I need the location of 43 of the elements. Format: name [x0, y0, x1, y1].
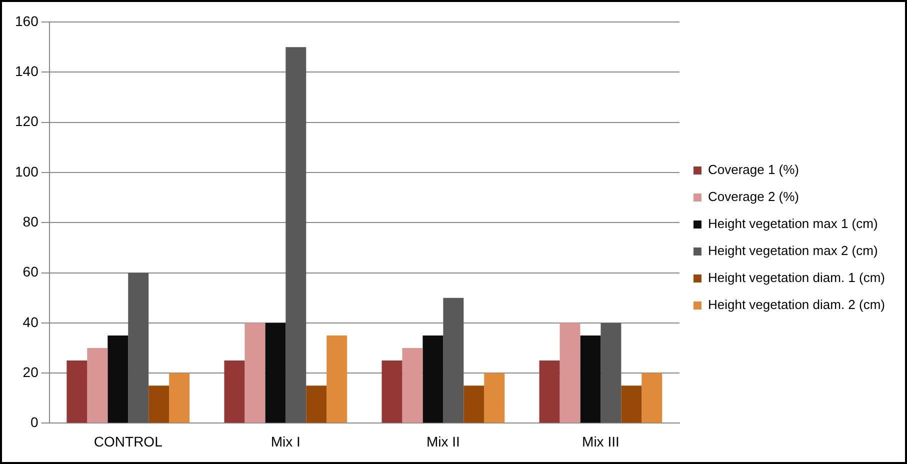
y-tick-label: 80	[22, 213, 39, 230]
bar	[464, 386, 484, 423]
bar	[621, 386, 642, 423]
y-tick-label: 60	[22, 264, 39, 280]
y-tick-label: 0	[30, 414, 39, 430]
bar	[306, 386, 327, 423]
bar	[265, 322, 286, 423]
y-tick-label: 120	[15, 113, 39, 130]
bar	[402, 348, 423, 423]
bar	[224, 360, 245, 423]
bar	[244, 322, 266, 423]
legend-label: Height vegetation max 2 (cm)	[708, 243, 878, 258]
legend-label: Height vegetation diam. 1 (cm)	[708, 270, 886, 286]
legend-label: Height vegetation max 1 (cm)	[708, 216, 878, 232]
bar	[66, 360, 88, 423]
bar	[326, 335, 348, 423]
bar	[382, 360, 402, 423]
bar	[169, 373, 190, 423]
x-tick-label: Mix III	[582, 433, 620, 450]
bar	[443, 298, 464, 423]
y-tick-label: 160	[15, 12, 39, 29]
legend-label: Height vegetation diam. 2 (cm)	[708, 297, 886, 312]
bar	[580, 335, 601, 423]
bar	[108, 335, 128, 423]
legend-label: Coverage 1 (%)	[708, 162, 800, 178]
bar	[422, 335, 444, 423]
y-tick-label: 40	[22, 314, 39, 330]
bar	[87, 348, 108, 423]
x-tick-label: CONTROL	[94, 433, 163, 450]
bar	[484, 373, 505, 423]
bar	[539, 360, 560, 423]
legend-label: Coverage 2 (%)	[708, 189, 800, 204]
bar	[128, 272, 149, 423]
bar	[286, 47, 306, 423]
bar	[642, 373, 662, 423]
y-tick-label: 20	[22, 364, 39, 380]
x-tick-label: Mix II	[426, 433, 460, 450]
bar	[148, 386, 170, 423]
y-tick-label: 100	[15, 163, 39, 180]
bar	[600, 322, 622, 423]
y-tick-label: 140	[15, 63, 39, 80]
x-tick-label: Mix I	[270, 433, 300, 450]
bar	[560, 322, 580, 423]
